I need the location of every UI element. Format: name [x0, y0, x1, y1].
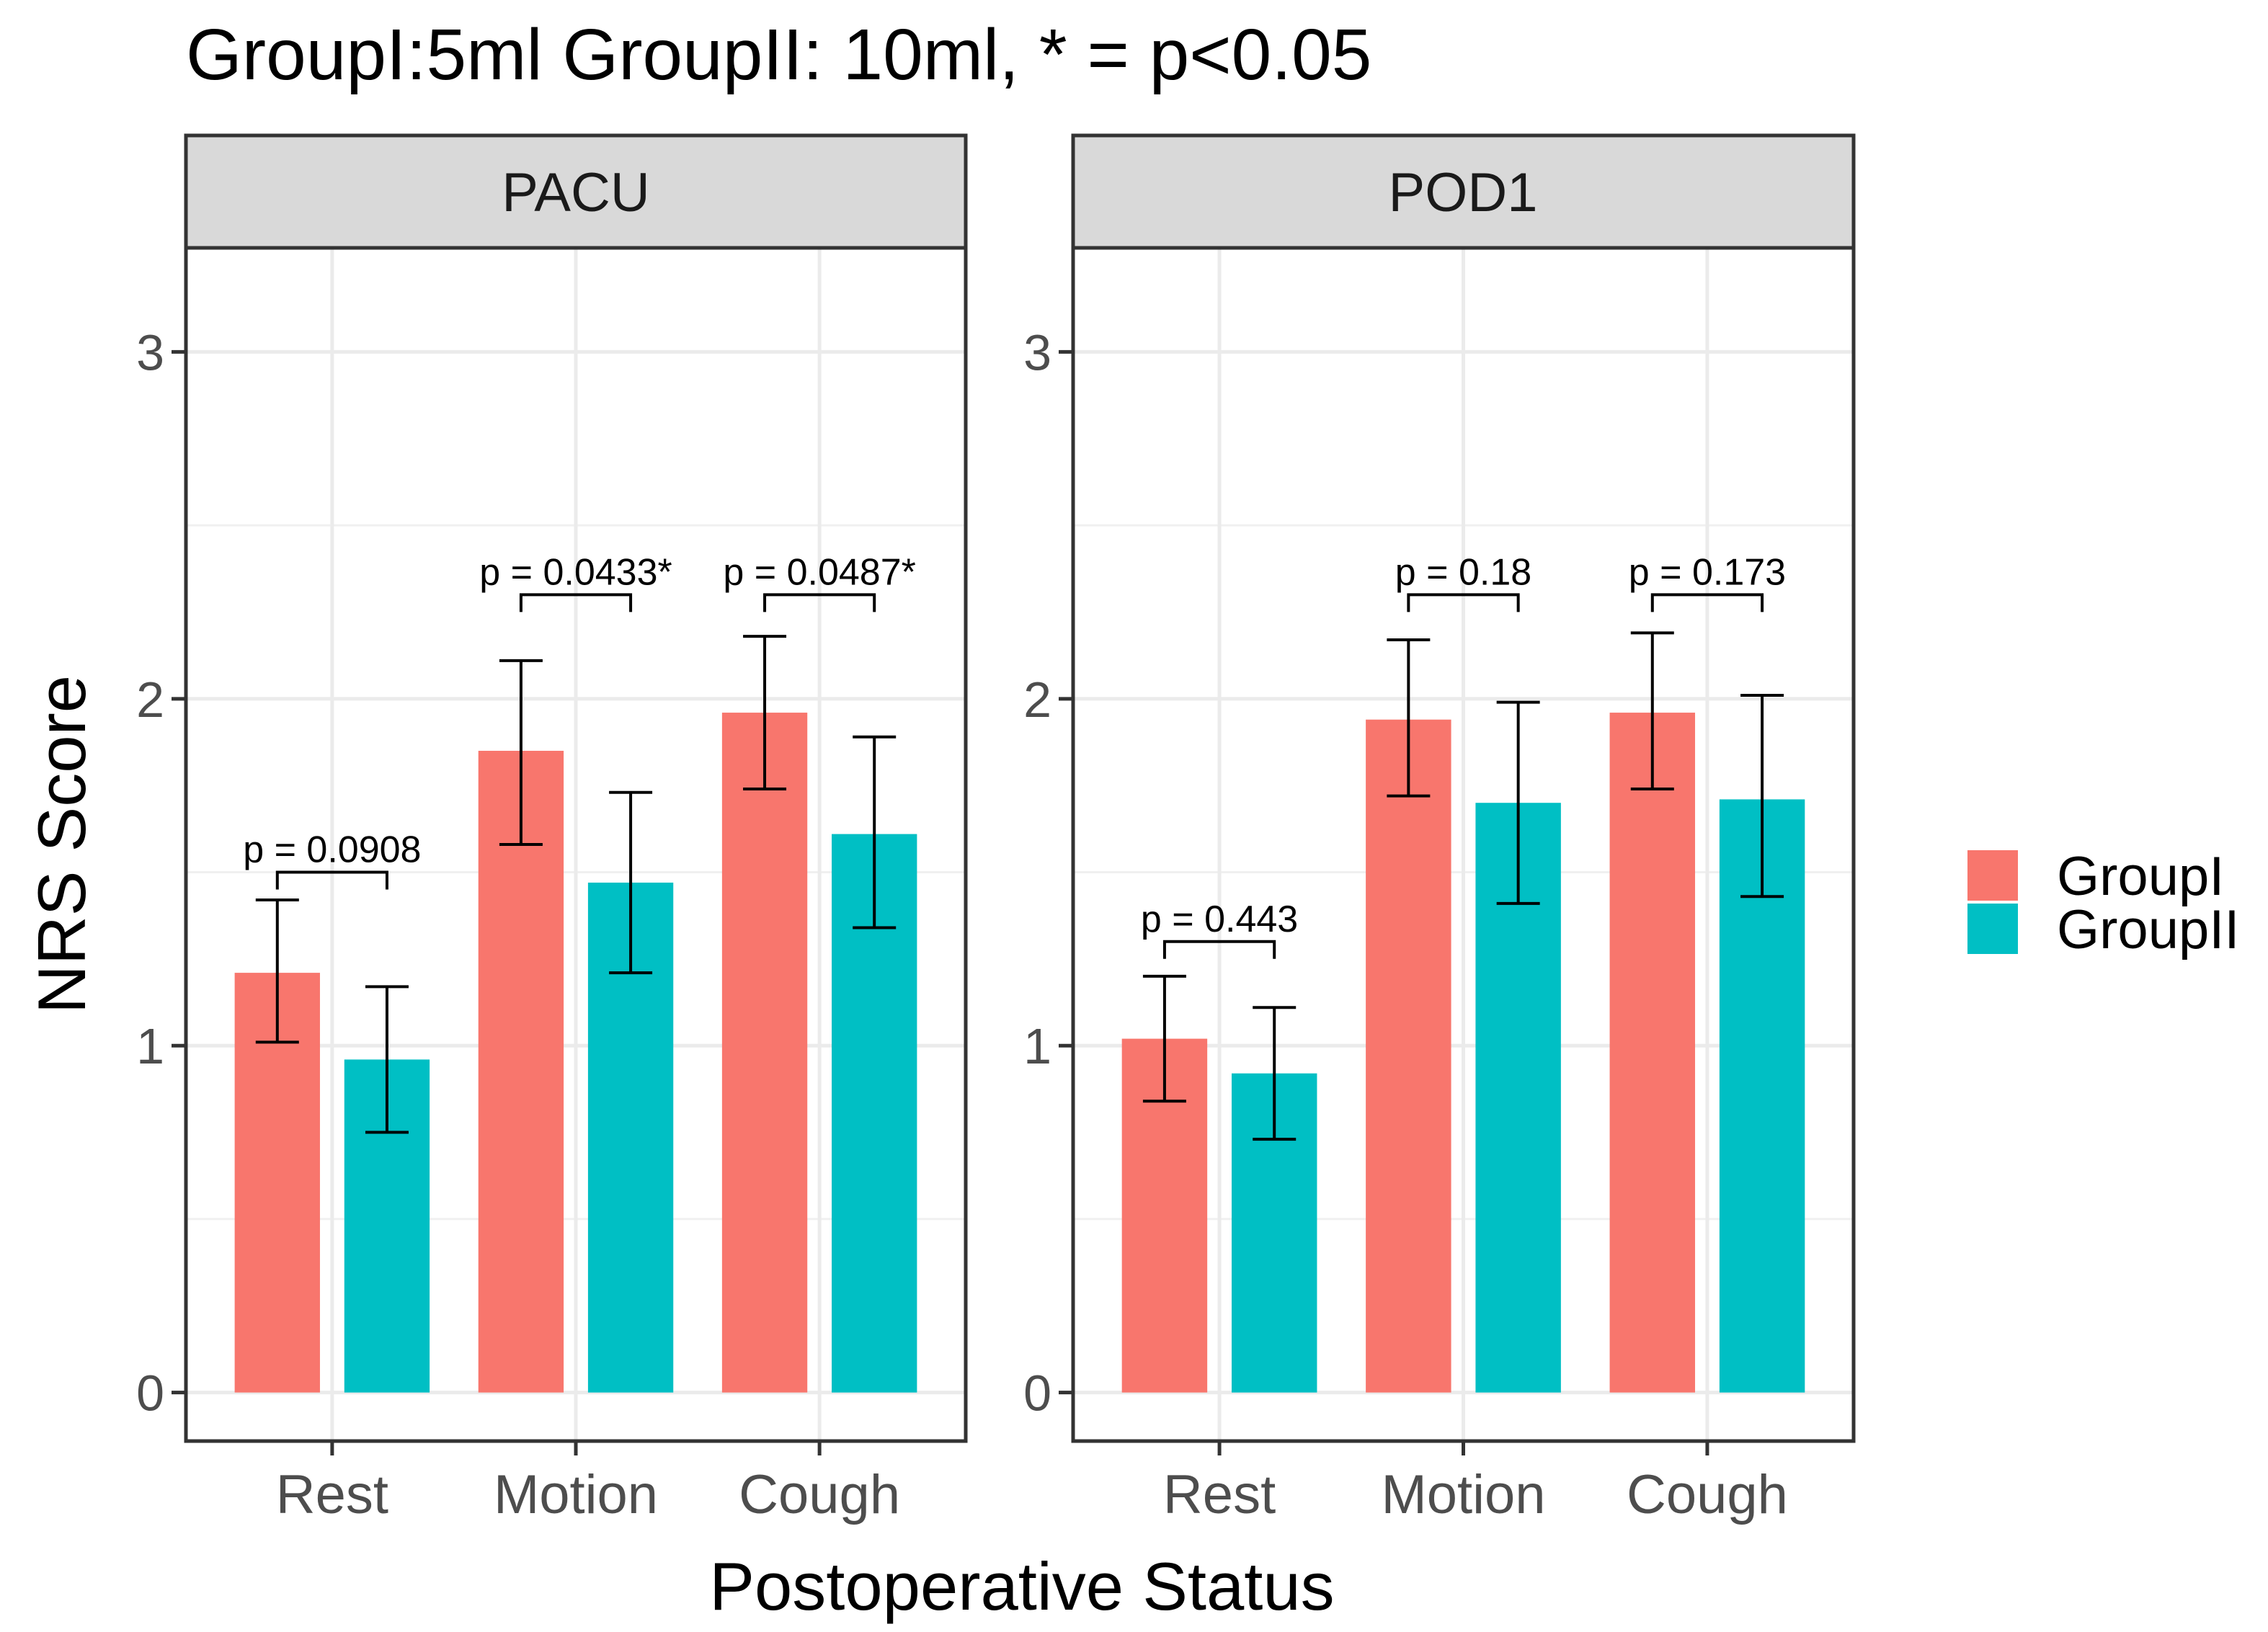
y-tick-label-pacu-3: 3 [136, 324, 164, 380]
facet-strip-pacu [184, 133, 968, 250]
error-bar-pacu-groupii-cough [853, 735, 897, 929]
significance-bracket-pacu-motion [519, 593, 633, 612]
x-tick-label-pacu-rest: Rest [276, 1464, 388, 1525]
y-tick-label-pod1-1: 1 [1023, 1018, 1051, 1074]
error-bar-pacu-groupi-rest [255, 899, 299, 1044]
bar-pod1-groupi-motion [1366, 719, 1451, 1393]
error-bar-pod1-groupi-cough [1630, 631, 1674, 790]
significance-bracket-pod1-motion [1407, 593, 1520, 612]
y-tick-label-pacu-2: 2 [136, 672, 164, 728]
error-bar-pacu-groupi-cough [743, 635, 787, 790]
x-tick-label-pod1-rest: Rest [1163, 1464, 1276, 1525]
x-axis-title: Postoperative Status [709, 1548, 1334, 1624]
p-value-label-pod1-cough: p = 0.173 [1629, 551, 1786, 593]
p-value-label-pod1-motion: p = 0.18 [1395, 551, 1531, 593]
panel-pod1: POD1 p = 0.443 p = 0.18 p = 0.173 [1071, 133, 1856, 1443]
error-bar-pacu-groupii-motion [609, 790, 653, 975]
x-tick-label-pod1-cough: Cough [1627, 1464, 1788, 1525]
significance-bracket-pacu-rest [275, 870, 388, 890]
legend-key-groupi [1967, 850, 2018, 901]
y-tick-label-pod1-3: 3 [1023, 324, 1051, 380]
y-tick-label-pacu-1: 1 [136, 1018, 164, 1074]
x-tick-label-pacu-cough: Cough [739, 1464, 900, 1525]
y-tick-label-pacu-0: 0 [136, 1365, 164, 1422]
panel-pacu: PACU p = 0.0908 p = 0.0433* p = 0.0487* [184, 133, 968, 1443]
y-axis-title: NRS Score [24, 675, 99, 1014]
facet-strip-pod1 [1071, 133, 1856, 250]
p-value-label-pacu-motion: p = 0.0433* [479, 551, 672, 593]
legend-key-groupii [1967, 904, 2018, 954]
bar-pod1-groupi-cough [1609, 713, 1696, 1393]
p-value-label-pacu-cough: p = 0.0487* [723, 551, 915, 593]
chart-title: GroupI:5ml GroupII: 10ml, * = p<0.05 [186, 14, 1371, 95]
significance-bracket-pacu-cough [763, 593, 876, 612]
error-bar-pacu-groupii-rest [365, 985, 409, 1134]
bar-pacu-groupi-cough [721, 713, 808, 1393]
p-value-label-pod1-rest: p = 0.443 [1141, 899, 1298, 940]
legend-label-groupi: GroupI [2057, 846, 2224, 907]
legend: GroupI GroupII [1967, 846, 2239, 960]
error-bar-pod1-groupii-rest [1253, 1006, 1297, 1141]
facet-label-pod1: POD1 [1389, 162, 1538, 223]
bar-pod1-groupii-cough [1719, 799, 1805, 1393]
significance-bracket-pod1-cough [1650, 593, 1764, 612]
legend-label-groupii: GroupII [2057, 899, 2239, 960]
error-bar-pod1-groupi-motion [1387, 638, 1431, 798]
y-tick-label-pod1-2: 2 [1023, 672, 1051, 728]
error-bar-pod1-groupi-rest [1142, 974, 1186, 1103]
error-bar-pacu-groupi-motion [499, 659, 543, 846]
x-tick-label-pacu-motion: Motion [494, 1464, 658, 1525]
y-tick-label-pod1-0: 0 [1023, 1365, 1051, 1422]
x-tick-label-pod1-motion: Motion [1381, 1464, 1545, 1525]
significance-bracket-pod1-rest [1162, 940, 1276, 959]
facet-label-pacu: PACU [502, 162, 650, 223]
error-bar-pod1-groupii-motion [1496, 700, 1540, 905]
error-bar-pod1-groupii-cough [1740, 694, 1784, 899]
p-value-label-pacu-rest: p = 0.0908 [243, 829, 421, 871]
bar-pacu-groupi-motion [478, 751, 564, 1393]
